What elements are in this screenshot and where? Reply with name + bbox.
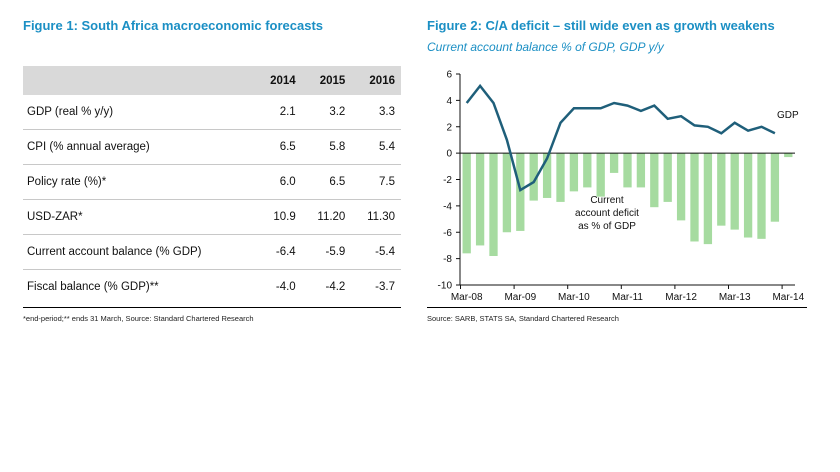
figure2-title: Figure 2: C/A deficit – still wide even …: [427, 18, 775, 33]
ca-deficit-bar: [609, 153, 619, 173]
table-row: Current account balance (% GDP) -6.4 -5.…: [23, 234, 401, 270]
table-cell: 11.20: [301, 199, 352, 235]
table-cell: 5.8: [301, 129, 352, 165]
ca-deficit-bar: [462, 153, 471, 254]
table-cell: 5.4: [351, 129, 401, 165]
macro-forecast-table: 2014 2015 2016 GDP (real % y/y) 2.1 3.2 …: [23, 66, 401, 304]
ca-deficit-bar: [784, 153, 793, 158]
ca-deficit-bar: [743, 153, 753, 238]
ca-deficit-bar: [475, 153, 485, 246]
table-cell: -6.4: [255, 234, 302, 270]
y-tick-label: -2: [443, 175, 452, 186]
x-tick-label: Mar-13: [719, 292, 751, 303]
x-tick-label: Mar-09: [504, 292, 536, 303]
table-row: USD-ZAR* 10.9 11.20 11.30: [23, 199, 401, 235]
table-cell: -4.2: [325, 281, 346, 293]
table-cell: -5.4: [351, 234, 401, 270]
column-header: 2015: [301, 66, 352, 95]
y-tick-label: 6: [446, 70, 452, 81]
ca-deficit-bar: [703, 153, 713, 245]
ca-deficit-bar: [596, 153, 605, 197]
table-cell: 7.5: [351, 164, 401, 200]
figure1-title: Figure 1: South Africa macroeconomic for…: [23, 18, 324, 33]
ca-deficit-bar: [529, 153, 538, 201]
y-tick-label: 0: [446, 149, 452, 160]
row-label: CPI (% annual average): [23, 129, 255, 165]
table-cell: -3.7: [375, 281, 395, 293]
figure1-source-note: *end-period;** ends 31 March, Source: St…: [23, 314, 254, 323]
table-cell: 6.0: [255, 164, 302, 200]
figure1-footer-rule: [23, 307, 401, 308]
gdp-series-line: [465, 83, 776, 193]
ca-deficit-bar: [757, 153, 766, 239]
y-tick-label: 4: [446, 96, 452, 107]
ca-deficit-bar: [730, 153, 739, 230]
y-tick-label: -8: [443, 254, 452, 265]
x-tick-label: Mar-11: [612, 292, 643, 303]
column-header: 2016: [351, 66, 401, 95]
ca-deficit-bar: [636, 153, 646, 188]
x-tick-label: Mar-08: [451, 292, 483, 303]
ca-gdp-chart: -10 -8 -6 -4 -2 0 2 4 6 Mar-08 Mar-09 Mar-10 Mar-11 M…: [438, 70, 805, 304]
table-header-row: 2014 2015 2016: [23, 66, 401, 95]
ca-deficit-bar: [569, 153, 579, 192]
ca-annotation-line-1: Current: [590, 195, 624, 206]
ca-deficit-bar: [650, 153, 659, 208]
ca-deficit-bar: [676, 153, 686, 221]
y-tick-label: -4: [443, 201, 452, 212]
ca-annotation-line-3: as % of GDP: [578, 221, 636, 232]
figure2-footer-rule: [427, 307, 807, 308]
table-cell: 3.2: [301, 95, 352, 130]
table-cell: -5.9: [301, 234, 352, 270]
gdp-legend-label: GDP: [777, 110, 799, 121]
ca-deficit-bar: [623, 153, 632, 188]
column-header: [23, 66, 255, 95]
x-tick-label: Mar-14: [772, 292, 804, 303]
table-row: Policy rate (%)* 6.0 6.5 7.5: [23, 164, 401, 200]
table-cell: 2.1: [255, 95, 302, 130]
table-cell: 6.5: [301, 164, 352, 200]
row-label: Current account balance (% GDP): [23, 234, 255, 270]
ca-deficit-bar: [489, 153, 498, 256]
ca-deficit-bar: [502, 153, 512, 233]
table-row: CPI (% annual average) 6.5 5.8 5.4: [23, 129, 401, 165]
row-label: Policy rate (%)*: [23, 164, 255, 200]
ca-deficit-bar: [516, 153, 525, 231]
y-tick-label: -10: [438, 281, 453, 292]
ca-deficit-bar: [770, 153, 780, 222]
figure2-subtitle: Current account balance % of GDP, GDP y/…: [427, 40, 664, 54]
ca-deficit-bar: [717, 153, 726, 226]
ca-deficit-bar: [542, 153, 552, 198]
ca-deficit-bar: [583, 153, 592, 188]
row-label: USD-ZAR*: [23, 199, 255, 235]
row-label: Fiscal balance (% GDP)**: [27, 281, 159, 293]
column-header: 2014: [255, 66, 302, 95]
ca-deficit-bar: [663, 153, 672, 202]
table-cell: 10.9: [255, 199, 302, 235]
ca-annotation-line-2: account deficit: [575, 208, 639, 219]
table-row: GDP (real % y/y) 2.1 3.2 3.3: [23, 95, 401, 130]
table-cell: -4.0: [275, 281, 296, 293]
table-cell: 11.30: [351, 199, 401, 235]
table-cell: 6.5: [255, 129, 302, 165]
table-row: Fiscal balance (% GDP)** -4.0 -4.2 -3.7: [23, 270, 401, 305]
y-tick-label: -6: [443, 228, 452, 239]
row-label: GDP (real % y/y): [23, 95, 255, 130]
figure2-source-note: Source: SARB, STATS SA, Standard Charter…: [427, 314, 619, 323]
y-tick-label: 2: [446, 122, 452, 133]
table-cell: 3.3: [351, 95, 401, 130]
ca-deficit-bar: [556, 153, 565, 202]
x-tick-label: Mar-12: [665, 292, 697, 303]
x-tick-label: Mar-10: [558, 292, 590, 303]
ca-deficit-bar: [690, 153, 699, 242]
